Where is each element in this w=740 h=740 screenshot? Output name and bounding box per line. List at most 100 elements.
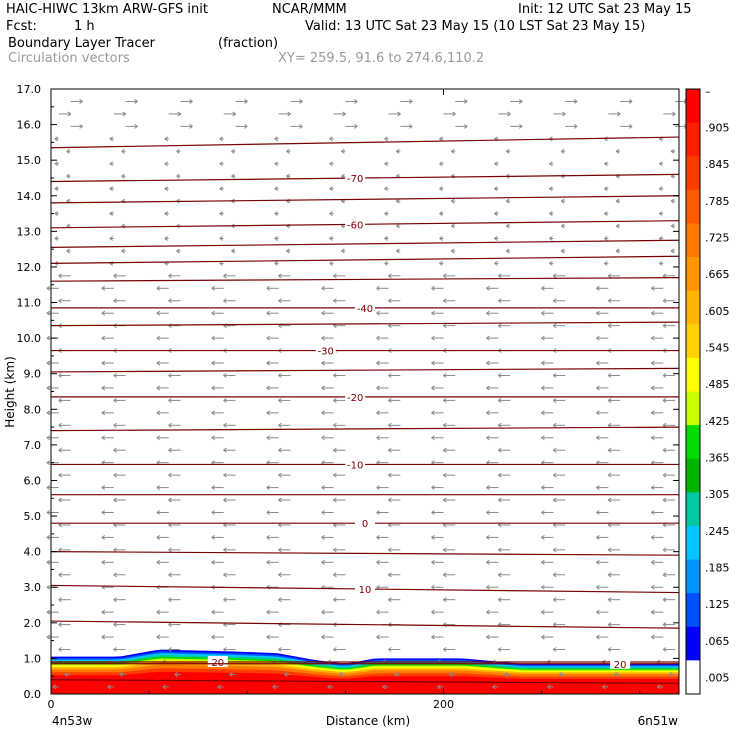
circulation-vector — [552, 373, 566, 378]
circulation-vector — [113, 273, 126, 279]
circulation-vector — [494, 161, 499, 167]
circulation-vector — [662, 323, 676, 329]
y-tick-label: 0.0 — [24, 688, 42, 701]
circulation-vector — [333, 472, 346, 478]
circulation-vector — [70, 99, 83, 104]
isotherm-label: -10 — [347, 460, 363, 471]
circulation-vector — [552, 273, 566, 279]
circulation-vector — [58, 273, 71, 279]
circulation-vector — [164, 136, 169, 142]
circulation-vector — [211, 360, 224, 366]
circulation-vector — [101, 609, 114, 615]
xy-coordinates: XY= 259.5, 91.6 to 274.6,110.2 — [278, 51, 485, 66]
circulation-vector — [164, 186, 169, 192]
circulation-vector — [52, 684, 59, 690]
circulation-vector — [46, 634, 59, 640]
circulation-vector — [333, 397, 346, 403]
circulation-vector — [450, 223, 456, 229]
circulation-vector — [46, 285, 59, 291]
circulation-vector — [505, 248, 511, 254]
circulation-vector — [278, 422, 291, 428]
valid-time: Valid: 13 UTC Sat 23 May 15 (10 LST Sat … — [305, 19, 646, 34]
colorbar-label: .125 — [705, 598, 730, 611]
circulation-vector — [662, 622, 676, 628]
circulation-vector — [615, 223, 621, 229]
circulation-vector — [176, 248, 181, 254]
circulation-vector — [321, 410, 334, 416]
circulation-vector — [46, 510, 59, 515]
circulation-vector — [486, 584, 499, 590]
circulation-vector — [497, 323, 511, 329]
circulation-vector — [431, 534, 444, 540]
circulation-vector — [54, 136, 59, 142]
circulation-vector — [439, 260, 444, 266]
isotherm-label-bg — [345, 390, 366, 402]
circulation-vector — [321, 335, 334, 341]
circulation-vector — [266, 285, 279, 291]
circulation-vector — [596, 435, 609, 441]
circulation-vector — [497, 572, 511, 578]
circulation-vector — [333, 547, 346, 553]
colorbar-label: .545 — [705, 342, 730, 355]
circulation-vector — [607, 572, 621, 578]
circulation-vector — [272, 684, 279, 690]
circulation-vector — [510, 99, 523, 104]
circulation-vector — [505, 223, 511, 229]
circulation-vector — [384, 211, 389, 216]
circulation-vector — [266, 335, 279, 341]
circulation-vector — [604, 260, 609, 266]
circulation-vector — [168, 547, 181, 553]
circulation-vector — [266, 584, 279, 590]
circulation-vector — [431, 410, 444, 416]
circulation-vector — [223, 373, 236, 378]
colorbar-swatch — [686, 559, 700, 594]
circulation-vector — [101, 485, 114, 491]
circulation-vector — [109, 236, 114, 241]
circulation-vector — [119, 672, 126, 677]
circulation-vector — [168, 472, 181, 478]
x-axis-label: Distance (km) — [326, 714, 410, 728]
y-tick-label: 3.0 — [24, 581, 42, 594]
circulation-vector — [223, 273, 236, 279]
colorbar-label: .425 — [705, 415, 730, 428]
circulation-vector — [651, 410, 664, 416]
circulation-vector — [121, 148, 126, 154]
circulation-vector — [333, 647, 346, 652]
circulation-vector — [376, 435, 389, 441]
colorbar-swatch — [686, 425, 700, 460]
circulation-vector — [549, 236, 554, 241]
circulation-vector — [156, 534, 169, 540]
circulation-vector — [596, 285, 609, 291]
colorbar-swatch — [686, 223, 700, 258]
circulation-vector — [266, 534, 279, 540]
circulation-vector — [670, 223, 676, 229]
circulation-vector — [486, 609, 499, 615]
circulation-vector — [58, 373, 71, 378]
circulation-vector — [168, 572, 181, 578]
circulation-vector — [443, 111, 456, 117]
circulation-vector — [46, 559, 59, 565]
circulation-vector — [394, 672, 401, 677]
circulation-vector — [341, 248, 346, 254]
circulation-vector — [333, 111, 346, 117]
circulation-vector — [442, 572, 456, 578]
y-tick-label: 5.0 — [24, 510, 42, 523]
circulation-vector — [396, 248, 401, 254]
circulation-vector — [662, 647, 676, 652]
circulation-vector — [607, 422, 621, 428]
circulation-vector — [278, 397, 291, 403]
y-tick-label: 2.0 — [24, 617, 42, 630]
circulation-vector — [164, 236, 169, 241]
circulation-vector — [101, 559, 114, 565]
y-tick-label: 8.0 — [24, 403, 42, 416]
circulation-vector — [659, 186, 664, 192]
x-right-location: 6n51w — [638, 714, 679, 728]
circulation-vector — [211, 435, 224, 441]
circulation-vector — [615, 248, 621, 254]
circulation-vector — [388, 111, 401, 117]
circulation-vector — [651, 559, 664, 565]
circulation-vector — [235, 99, 248, 104]
circulation-vector — [396, 198, 401, 204]
circulation-vector — [219, 186, 224, 192]
y-tick-label: 12.0 — [17, 261, 42, 274]
